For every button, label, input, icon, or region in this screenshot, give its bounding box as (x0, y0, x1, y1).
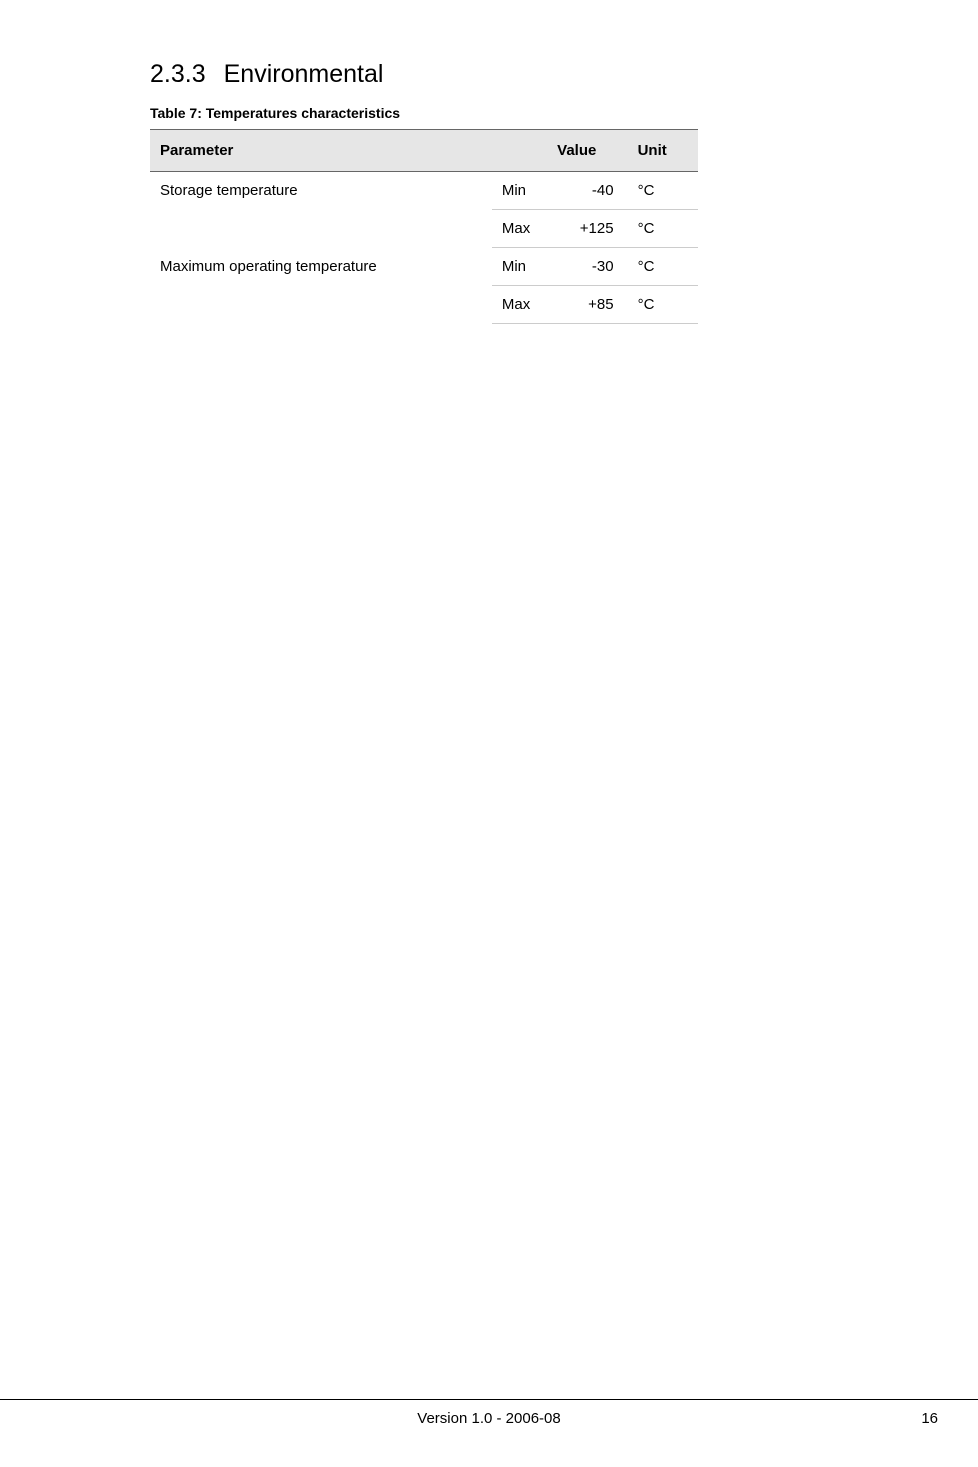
section-title: Environmental (224, 60, 384, 88)
cell-unit: °C (628, 248, 698, 286)
table-row: Storage temperature Min -40 °C (150, 172, 698, 210)
col-header-parameter: Parameter (150, 130, 492, 172)
table-row: Maximum operating temperature Min -30 °C (150, 248, 698, 286)
footer-page-number: 16 (921, 1410, 938, 1427)
section-number: 2.3.3 (150, 60, 206, 89)
cell-unit: °C (628, 210, 698, 248)
cell-parameter: Maximum operating temperature (150, 248, 492, 324)
footer-version: Version 1.0 - 2006-08 (417, 1410, 560, 1427)
cell-unit: °C (628, 172, 698, 210)
footer-inner: Version 1.0 - 2006-08 16 (40, 1400, 938, 1427)
cell-value: +85 (547, 286, 627, 324)
cell-value: -40 (547, 172, 627, 210)
col-header-minmax (492, 130, 547, 172)
cell-minmax: Min (492, 248, 547, 286)
section-heading: 2.3.3 Environmental (150, 60, 828, 89)
page-footer: Version 1.0 - 2006-08 16 (0, 1399, 978, 1427)
cell-value: +125 (547, 210, 627, 248)
spec-table: Parameter Value Unit Storage temperature… (150, 129, 698, 324)
cell-unit: °C (628, 286, 698, 324)
cell-minmax: Min (492, 172, 547, 210)
cell-minmax: Max (492, 286, 547, 324)
table-header-row: Parameter Value Unit (150, 130, 698, 172)
cell-minmax: Max (492, 210, 547, 248)
col-header-value: Value (547, 130, 627, 172)
table-caption: Table 7: Temperatures characteristics (150, 105, 828, 121)
page-content: 2.3.3 Environmental Table 7: Temperatures… (0, 0, 978, 324)
col-header-unit: Unit (628, 130, 698, 172)
cell-value: -30 (547, 248, 627, 286)
cell-parameter: Storage temperature (150, 172, 492, 248)
